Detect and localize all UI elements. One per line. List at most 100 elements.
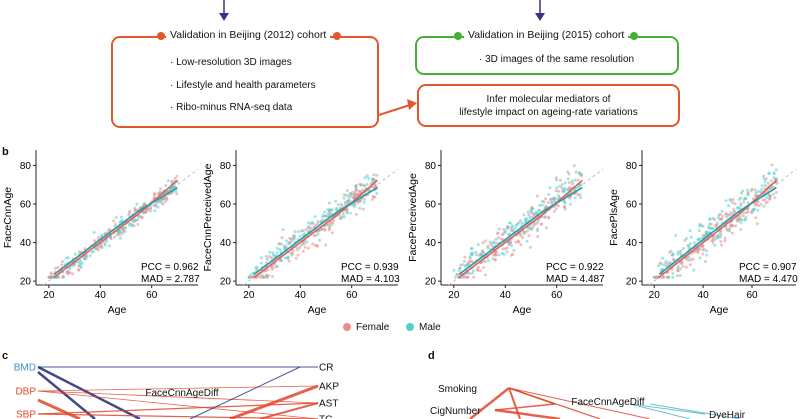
bullet-text: Ribo-minus RNA-seq data (176, 102, 293, 113)
point-male (547, 192, 551, 196)
top-arrow-right-head (535, 13, 545, 21)
point-male (362, 200, 366, 204)
point-male (679, 249, 683, 253)
point-female (475, 267, 479, 271)
point-female (681, 247, 685, 250)
point-female (370, 198, 374, 201)
x-tick-label: 60 (746, 290, 758, 301)
point-male (698, 256, 702, 260)
mad-annotation: MAD = 4.103 (341, 274, 400, 285)
point-female (489, 243, 493, 247)
point-male (688, 242, 692, 246)
point-female (568, 181, 571, 185)
point-female (175, 192, 179, 196)
y-tick-label: 20 (425, 277, 437, 288)
point-male (293, 230, 297, 234)
point-female (358, 189, 362, 193)
edge (37, 390, 319, 404)
box-title-dot (157, 32, 165, 40)
point-male (744, 197, 748, 201)
point-female (774, 191, 778, 194)
panel-letter-c: c (2, 350, 9, 362)
point-male (170, 186, 174, 190)
legend-female-swatch (343, 323, 351, 331)
center-node-label: FaceCnnAgeDiff (571, 397, 644, 408)
point-male (760, 184, 764, 188)
point-female (554, 189, 558, 193)
point-male (107, 244, 111, 248)
point-male (671, 252, 675, 256)
point-female (536, 235, 540, 239)
point-female (65, 271, 69, 274)
point-male (115, 233, 119, 237)
point-female (738, 214, 742, 218)
point-female (477, 253, 481, 257)
point-male (492, 240, 496, 244)
point-male (550, 200, 554, 204)
point-female (563, 207, 567, 211)
point-male (124, 226, 127, 230)
point-female (514, 240, 518, 244)
point-female (97, 248, 101, 252)
chart-2: 20 40 60 20 40 60 80 Age FaceCnnPerceivedAge PCC … (202, 150, 400, 316)
point-male (523, 230, 527, 234)
point-male (160, 201, 164, 204)
point-female (354, 212, 358, 216)
point-female (466, 262, 470, 266)
point-male (141, 210, 145, 214)
point-female (113, 222, 117, 226)
point-male (248, 275, 252, 279)
point-female (71, 272, 75, 276)
point-female (127, 213, 131, 217)
point-male (741, 189, 745, 193)
point-female (724, 212, 728, 216)
point-male (697, 229, 701, 233)
point-female (733, 202, 737, 206)
point-male (759, 190, 763, 194)
edge (649, 403, 741, 419)
point-female (526, 210, 530, 214)
point-male (259, 261, 263, 265)
bullet-item: · Low-resolution 3D images (170, 57, 292, 68)
point-male (534, 211, 538, 215)
point-male (476, 243, 480, 246)
point-male (517, 221, 521, 225)
point-female (294, 256, 298, 260)
point-female (324, 243, 328, 247)
point-female (332, 219, 336, 223)
point-male (566, 170, 570, 174)
point-male (528, 215, 532, 219)
point-male (554, 178, 558, 182)
point-female (137, 215, 141, 219)
point-male (326, 208, 330, 211)
point-male (163, 197, 166, 201)
legend-male-swatch (406, 323, 414, 331)
point-female (363, 184, 367, 188)
point-female (258, 275, 262, 279)
point-male (676, 252, 680, 256)
point-male (280, 242, 284, 246)
chart-3: 20 40 60 20 40 60 80 Age FacePerceivedAge PCC = 0… (407, 150, 605, 316)
point-male (753, 207, 757, 211)
point-female (303, 245, 307, 249)
point-male (486, 259, 490, 262)
edge (629, 403, 706, 415)
point-female (301, 242, 305, 246)
point-female (304, 228, 308, 232)
point-male (328, 208, 332, 212)
beijing-2012-box: · Low-resolution 3D images · Lifestyle a… (111, 36, 379, 128)
point-female (323, 228, 327, 232)
right-node-label: AST (319, 399, 338, 410)
point-male (268, 250, 272, 254)
point-male (562, 190, 566, 194)
point-female (128, 209, 132, 213)
point-male (674, 233, 678, 237)
point-male (156, 205, 160, 209)
point-female (77, 268, 80, 272)
point-male (348, 211, 352, 215)
point-male (716, 233, 720, 237)
point-male (554, 196, 558, 200)
point-male (766, 181, 770, 185)
point-male (316, 219, 320, 223)
